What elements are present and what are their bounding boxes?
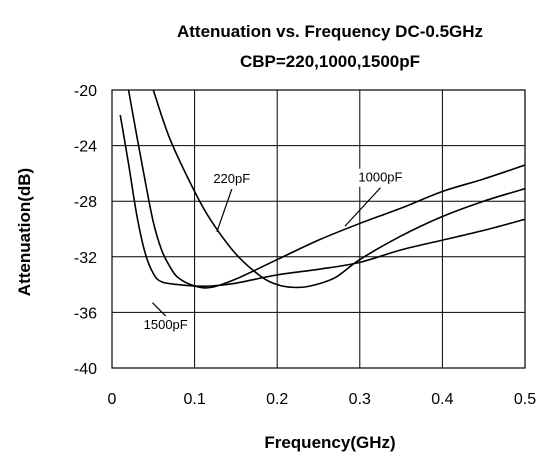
annotation-leader-line [216, 188, 233, 232]
annotation-leader-line [344, 187, 381, 227]
y-tick-label: -40 [74, 361, 97, 378]
x-tick-label: 0.5 [514, 391, 536, 408]
annotation-backing [139, 316, 192, 335]
plot-area-frame [111, 89, 526, 369]
annotation-backing [209, 170, 254, 189]
annotation-label: 1000pF [358, 170, 402, 185]
series-line-1500pF [119, 114, 525, 288]
series-layer [119, 89, 525, 289]
chart-title: Attenuation vs. Frequency DC-0.5GHz [177, 22, 483, 41]
annotation-leader-line [152, 302, 167, 317]
annotation-label: 220pF [213, 171, 250, 186]
x-axis-title: Frequency(GHz) [264, 433, 395, 452]
annotations: 220pF 1000pF 1500pF [139, 168, 407, 335]
annotation-label: 1500pF [144, 317, 188, 332]
x-tick-label: 0.1 [183, 391, 205, 408]
x-tick-label: 0.4 [431, 391, 453, 408]
annotation-backing [354, 168, 407, 187]
y-tick-label: -24 [74, 139, 97, 156]
y-tick-label: -36 [74, 305, 97, 322]
y-tick-label: -28 [74, 194, 97, 211]
chart-subtitle: CBP=220,1000,1500pF [240, 52, 420, 71]
x-tick-label: 0.3 [349, 391, 371, 408]
tick-labels: 0 0.1 0.2 0.3 0.4 0.5 -40 -36 -32 -28 -24 -20 [74, 83, 536, 408]
series-line-1000pF [127, 89, 525, 289]
y-axis-title: Attenuation(dB) [15, 168, 34, 296]
x-tick-label: 0.2 [266, 391, 288, 408]
x-tick-label: 0 [108, 391, 117, 408]
series-line-220pF [152, 89, 525, 289]
y-tick-label: -20 [74, 83, 97, 100]
axes [111, 89, 526, 369]
y-tick-label: -32 [74, 250, 97, 267]
